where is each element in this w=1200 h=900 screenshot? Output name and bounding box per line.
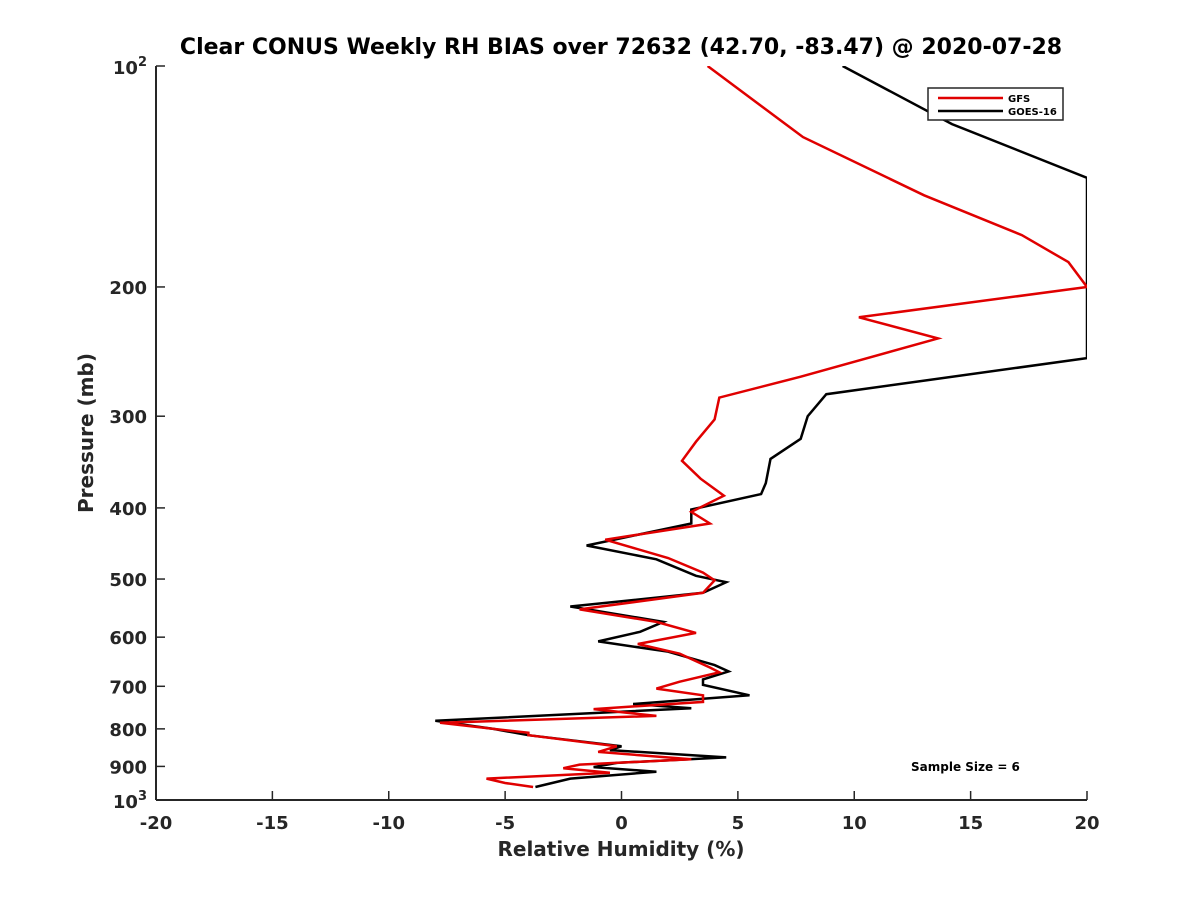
x-tick-label: -15 [256, 813, 289, 834]
x-tick-label: -5 [495, 813, 515, 834]
legend: GFS GOES-16 [927, 87, 1064, 121]
y-tick-base: 10 [113, 58, 138, 79]
legend-label: GFS [1008, 94, 1030, 105]
chart-title: Clear CONUS Weekly RH BIAS over 72632 (4… [180, 35, 1062, 60]
x-axis-label: Relative Humidity (%) [497, 837, 744, 861]
legend-label: GOES-16 [1008, 107, 1057, 118]
y-tick-label: 900 [109, 757, 147, 778]
y-tick-label-bottom: 103 [113, 789, 147, 813]
sample-size-annotation: Sample Size = 6 [911, 760, 1020, 774]
y-tick-label: 500 [109, 570, 147, 591]
y-tick-label: 600 [109, 628, 147, 649]
x-tick-label: 0 [615, 813, 628, 834]
y-tick-base: 10 [113, 792, 138, 813]
y-tick-label: 300 [109, 407, 147, 428]
series-layer [435, 66, 1087, 789]
x-ticks: -20 -15 -10 -5 0 5 10 15 20 [140, 791, 1100, 834]
y-tick-label-top: 102 [113, 55, 147, 79]
plot-area [155, 66, 1087, 801]
x-tick-label: 10 [842, 813, 867, 834]
series-line-goes-16 [435, 66, 1087, 789]
y-tick-label: 800 [109, 720, 147, 741]
x-tick-label: -20 [140, 813, 173, 834]
y-tick-label: 200 [109, 278, 147, 299]
y-tick-label: 700 [109, 677, 147, 698]
x-tick-label: -10 [372, 813, 405, 834]
y-axis-label: Pressure (mb) [74, 353, 98, 513]
x-tick-label: 15 [958, 813, 983, 834]
y-tick-label: 400 [109, 499, 147, 520]
y-tick-exponent: 3 [138, 789, 147, 804]
y-tick-exponent: 2 [138, 55, 147, 70]
legend-box [927, 87, 1064, 121]
x-tick-label: 20 [1074, 813, 1099, 834]
x-tick-label: 5 [732, 813, 745, 834]
series-line-gfs [439, 66, 1087, 789]
